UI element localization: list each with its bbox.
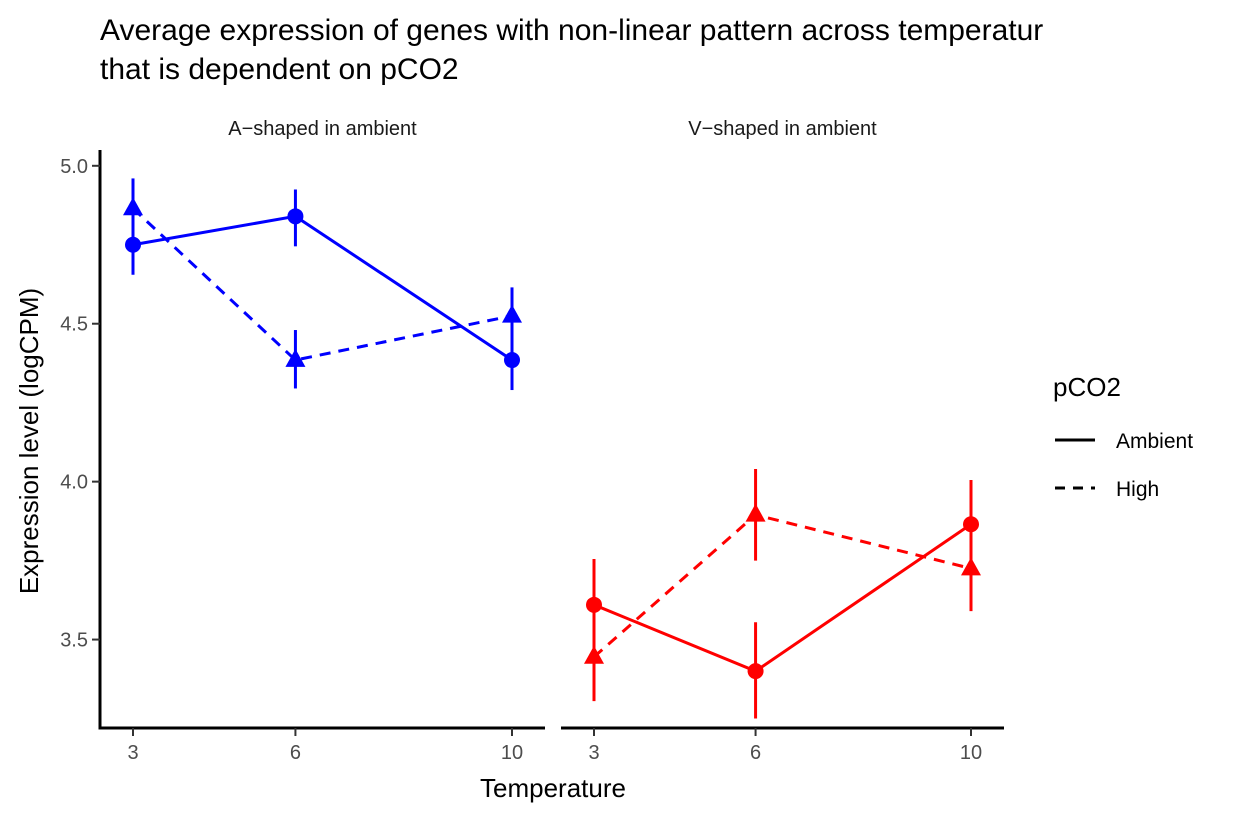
data-point-ambient	[125, 236, 141, 253]
data-point-high	[961, 557, 981, 576]
panels-layer: A−shaped in ambient 3 6 10 3.5 4.0 4.5 5.0 V−sha…	[60, 118, 1004, 764]
data-point-high	[745, 503, 766, 522]
x-tick-label: 10	[960, 742, 982, 764]
panel-2: V−shaped in ambient 3 6 10	[561, 118, 1004, 764]
data-point-high	[584, 645, 604, 664]
data-point-ambient	[586, 596, 602, 613]
chart-title-line-2: that is dependent on pCO2	[100, 53, 459, 86]
panel-2-strip-label: V−shaped in ambient	[688, 118, 877, 140]
series-line-ambient	[593, 523, 972, 673]
panel-1-strip-label: A−shaped in ambient	[228, 118, 417, 140]
x-tick-label: 3	[588, 742, 599, 764]
data-point-high	[502, 304, 522, 323]
chart-title-line-1: Average expression of genes with non-lin…	[100, 14, 1043, 47]
series-line-high	[593, 513, 972, 659]
data-point-ambient	[504, 352, 520, 369]
data-point-high	[123, 197, 143, 216]
legend: pCO2 Ambient High	[1053, 372, 1193, 501]
series-line-ambient	[132, 214, 513, 362]
y-tick-label: 4.0	[60, 472, 88, 494]
x-tick-label: 6	[290, 742, 301, 764]
x-axis-title: Temperature	[480, 773, 626, 803]
data-point-high	[285, 348, 306, 367]
y-axis-title: Expression level (logCPM)	[14, 288, 44, 594]
legend-title: pCO2	[1053, 372, 1121, 402]
data-point-ambient	[747, 663, 764, 680]
y-tick-label: 4.5	[60, 314, 88, 336]
legend-label-high: High	[1116, 478, 1159, 501]
x-tick-label: 10	[501, 742, 523, 764]
y-tick-label: 5.0	[60, 156, 88, 178]
y-tick-label: 3.5	[60, 630, 88, 652]
x-tick-label: 3	[127, 742, 138, 764]
x-tick-label: 6	[750, 742, 761, 764]
legend-label-ambient: Ambient	[1116, 430, 1193, 453]
series-line-high	[131, 207, 513, 362]
panel-1: A−shaped in ambient 3 6 10 3.5 4.0 4.5 5.0	[60, 118, 545, 764]
data-point-ambient	[287, 208, 304, 225]
